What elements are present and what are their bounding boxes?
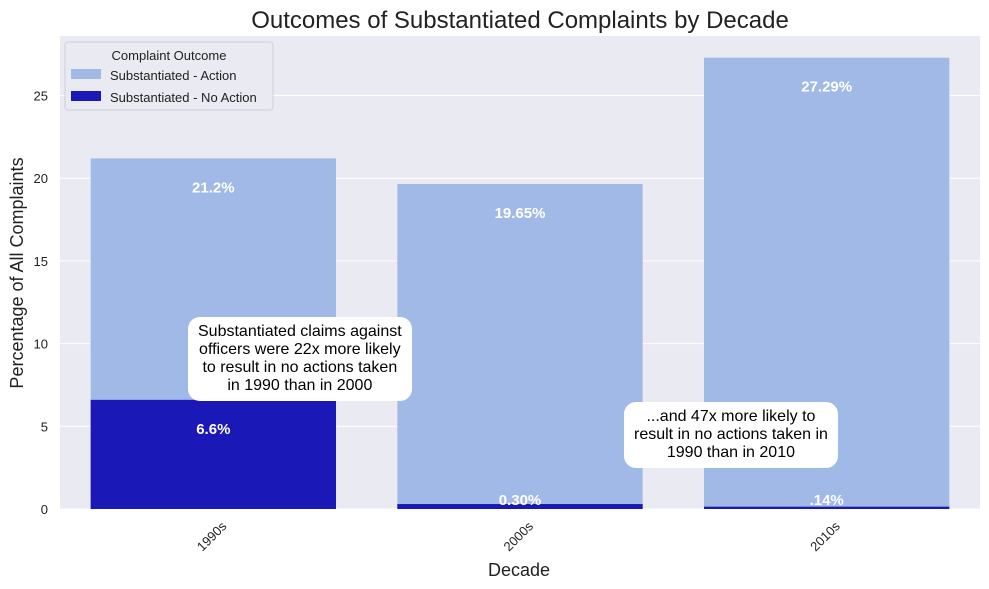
annotation-line: Substantiated claims against	[198, 323, 402, 340]
annotation-line: ...and 47x more likely to	[646, 408, 816, 425]
annotation-line: to result in no actions taken	[202, 359, 398, 376]
annotation-line: result in no actions taken in	[634, 426, 828, 443]
annotation-line: 1990 than in 2010	[666, 444, 795, 461]
bar-no-action-1990s	[90, 399, 337, 509]
data-label-action: 27.29%	[801, 79, 852, 96]
legend-title: Complaint Outcome	[112, 48, 227, 63]
legend-swatch-action	[71, 69, 101, 79]
x-tick-label: 2010s	[807, 518, 843, 554]
x-axis-label: Decade	[488, 560, 550, 580]
legend-label-no-action: Substantiated - No Action	[110, 90, 257, 105]
legend-box	[64, 41, 274, 111]
y-tick-label: 0	[41, 502, 48, 517]
y-tick-label: 15	[34, 254, 48, 269]
bar-no-action-2000s	[397, 504, 643, 509]
annotation-1990-vs-2000: Substantiated claims against officers wer…	[188, 317, 412, 401]
y-axis-ticks: 0 5 10 15 20 25	[34, 89, 48, 517]
y-tick-label: 25	[34, 89, 48, 104]
bar-no-action-2010s	[704, 506, 950, 509]
y-axis-label: Percentage of All Complaints	[7, 157, 27, 388]
legend-swatch-no-action	[71, 91, 101, 101]
x-axis-ticks: 1990s 2000s 2010s	[194, 518, 843, 554]
annotation-line: in 1990 than in 2000	[227, 377, 373, 394]
data-label-action: 19.65%	[495, 205, 546, 222]
data-label-no-action: 6.6%	[196, 421, 230, 438]
y-tick-label: 20	[34, 171, 48, 186]
x-tick-label: 1990s	[194, 518, 230, 554]
annotation-line: officers were 22x more likely	[199, 341, 401, 358]
annotation-1990-vs-2010: ...and 47x more likely to result in no ac…	[624, 402, 838, 468]
data-label-action: 21.2%	[192, 179, 235, 196]
y-tick-label: 5	[41, 419, 48, 434]
chart-title: Outcomes of Substantiated Complaints by …	[251, 7, 789, 34]
legend: Complaint Outcome Substantiated - Action…	[64, 41, 274, 111]
bar-action-2000s	[397, 184, 643, 509]
legend-label-action: Substantiated - Action	[110, 68, 236, 83]
data-label-no-action: .14%	[810, 492, 844, 509]
y-tick-label: 10	[34, 337, 48, 352]
x-tick-label: 2000s	[500, 518, 536, 554]
bar-labels: 21.2% 6.6% 19.65% 0.30% 27.29% .14%	[192, 79, 852, 509]
data-label-no-action: 0.30%	[499, 492, 542, 509]
